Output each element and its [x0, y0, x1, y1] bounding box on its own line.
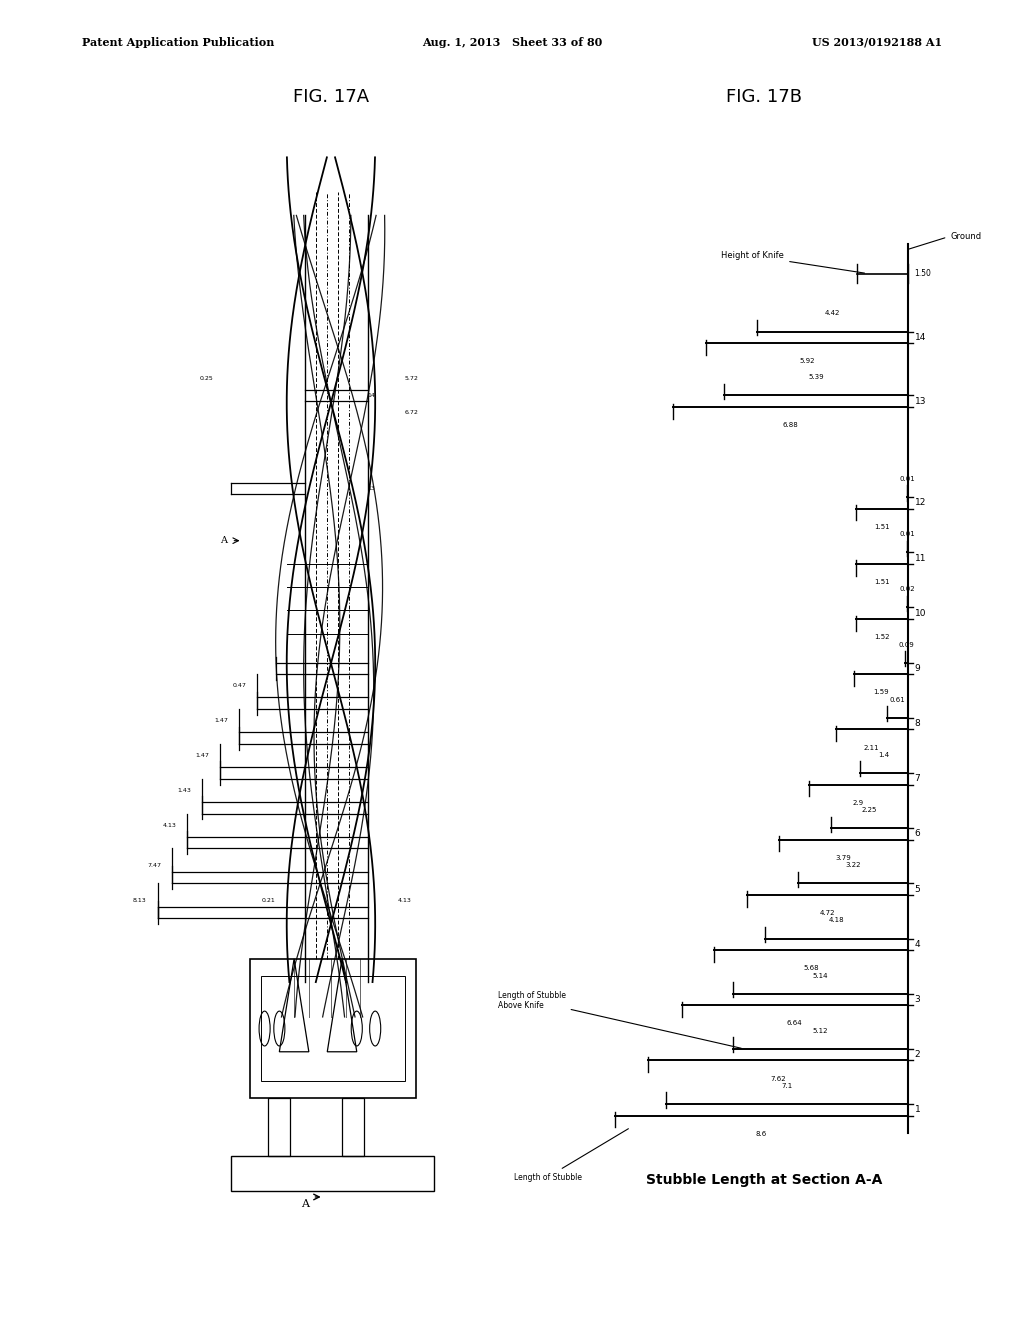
- Text: Length of Stubble
Above Knife: Length of Stubble Above Knife: [498, 991, 741, 1048]
- Text: 8.6: 8.6: [756, 1131, 767, 1137]
- Text: 0.61: 0.61: [890, 697, 905, 702]
- Text: 1.47: 1.47: [214, 718, 227, 723]
- Text: 4.42: 4.42: [824, 310, 840, 317]
- Text: 0.02: 0.02: [899, 586, 915, 593]
- Text: 5.39: 5.39: [808, 375, 823, 380]
- Text: 10: 10: [914, 609, 926, 618]
- Text: 6: 6: [914, 829, 921, 838]
- Text: 11: 11: [914, 553, 926, 562]
- Text: 1: 1: [914, 1105, 921, 1114]
- Text: 1.47: 1.47: [196, 754, 209, 758]
- Text: 7.1: 7.1: [781, 1082, 793, 1089]
- Text: 5.68: 5.68: [803, 965, 819, 972]
- Text: 1.52: 1.52: [874, 634, 890, 640]
- Bar: [231, 1156, 434, 1191]
- Text: 5: 5: [914, 884, 921, 894]
- Text: 0.21: 0.21: [262, 899, 275, 903]
- Text: 0.09: 0.09: [898, 642, 914, 648]
- Text: Stubble Length at Section A-A: Stubble Length at Section A-A: [646, 1172, 882, 1187]
- Text: Length of Stubble: Length of Stubble: [514, 1129, 629, 1181]
- Text: 0.01: 0.01: [900, 477, 915, 482]
- Text: 14: 14: [368, 393, 376, 397]
- Text: A: A: [220, 536, 227, 545]
- Text: 1.50: 1.50: [914, 269, 932, 279]
- Text: 5.92: 5.92: [799, 358, 815, 364]
- Text: 4.13: 4.13: [397, 899, 412, 903]
- Text: 4: 4: [914, 940, 921, 949]
- Text: 7.47: 7.47: [147, 863, 162, 869]
- Bar: [342, 1098, 365, 1156]
- Text: 2.11: 2.11: [864, 744, 880, 751]
- Text: 1.4: 1.4: [879, 752, 890, 758]
- Text: 13: 13: [914, 397, 926, 405]
- Text: A: A: [301, 1199, 309, 1209]
- Text: Patent Application Publication: Patent Application Publication: [82, 37, 274, 48]
- Text: 3.79: 3.79: [836, 855, 851, 861]
- Text: 6.64: 6.64: [786, 1020, 803, 1027]
- Text: 3: 3: [914, 995, 921, 1005]
- Text: 2: 2: [914, 1051, 921, 1059]
- Text: 4.13: 4.13: [162, 822, 176, 828]
- Text: 12: 12: [914, 499, 926, 507]
- Text: 2.9: 2.9: [853, 800, 864, 805]
- Text: 9: 9: [914, 664, 921, 673]
- Text: FIG. 17A: FIG. 17A: [293, 87, 369, 106]
- Text: 3.22: 3.22: [845, 862, 860, 869]
- Text: Aug. 1, 2013   Sheet 33 of 80: Aug. 1, 2013 Sheet 33 of 80: [422, 37, 602, 48]
- Text: 8.13: 8.13: [133, 899, 146, 903]
- Text: 5.72: 5.72: [404, 376, 419, 380]
- Text: 13: 13: [368, 486, 376, 491]
- Text: 0.25: 0.25: [200, 376, 213, 380]
- Text: 1.59: 1.59: [872, 689, 889, 696]
- Text: US 2013/0192188 A1: US 2013/0192188 A1: [812, 37, 942, 48]
- Bar: [250, 958, 416, 1098]
- Text: 1.51: 1.51: [874, 524, 890, 529]
- Text: 0.47: 0.47: [232, 684, 246, 688]
- Text: 1.43: 1.43: [177, 788, 190, 793]
- Text: 4.72: 4.72: [819, 909, 835, 916]
- Text: 7: 7: [914, 775, 921, 783]
- Text: 8: 8: [914, 719, 921, 729]
- Text: 0.01: 0.01: [900, 531, 915, 537]
- Text: 7.62: 7.62: [770, 1076, 785, 1081]
- Text: 14: 14: [914, 333, 926, 342]
- Text: 4.18: 4.18: [828, 917, 845, 924]
- Bar: [261, 977, 404, 1081]
- Text: 5.12: 5.12: [813, 1028, 828, 1034]
- Text: Ground: Ground: [907, 231, 981, 249]
- Text: 6.72: 6.72: [404, 411, 419, 416]
- Text: 2.25: 2.25: [861, 807, 877, 813]
- Text: 6.88: 6.88: [782, 422, 799, 428]
- Text: FIG. 17B: FIG. 17B: [726, 87, 802, 106]
- Bar: [268, 1098, 291, 1156]
- Text: 5.14: 5.14: [812, 973, 828, 978]
- Text: Height of Knife: Height of Knife: [721, 251, 864, 273]
- Text: 1.51: 1.51: [874, 579, 890, 585]
